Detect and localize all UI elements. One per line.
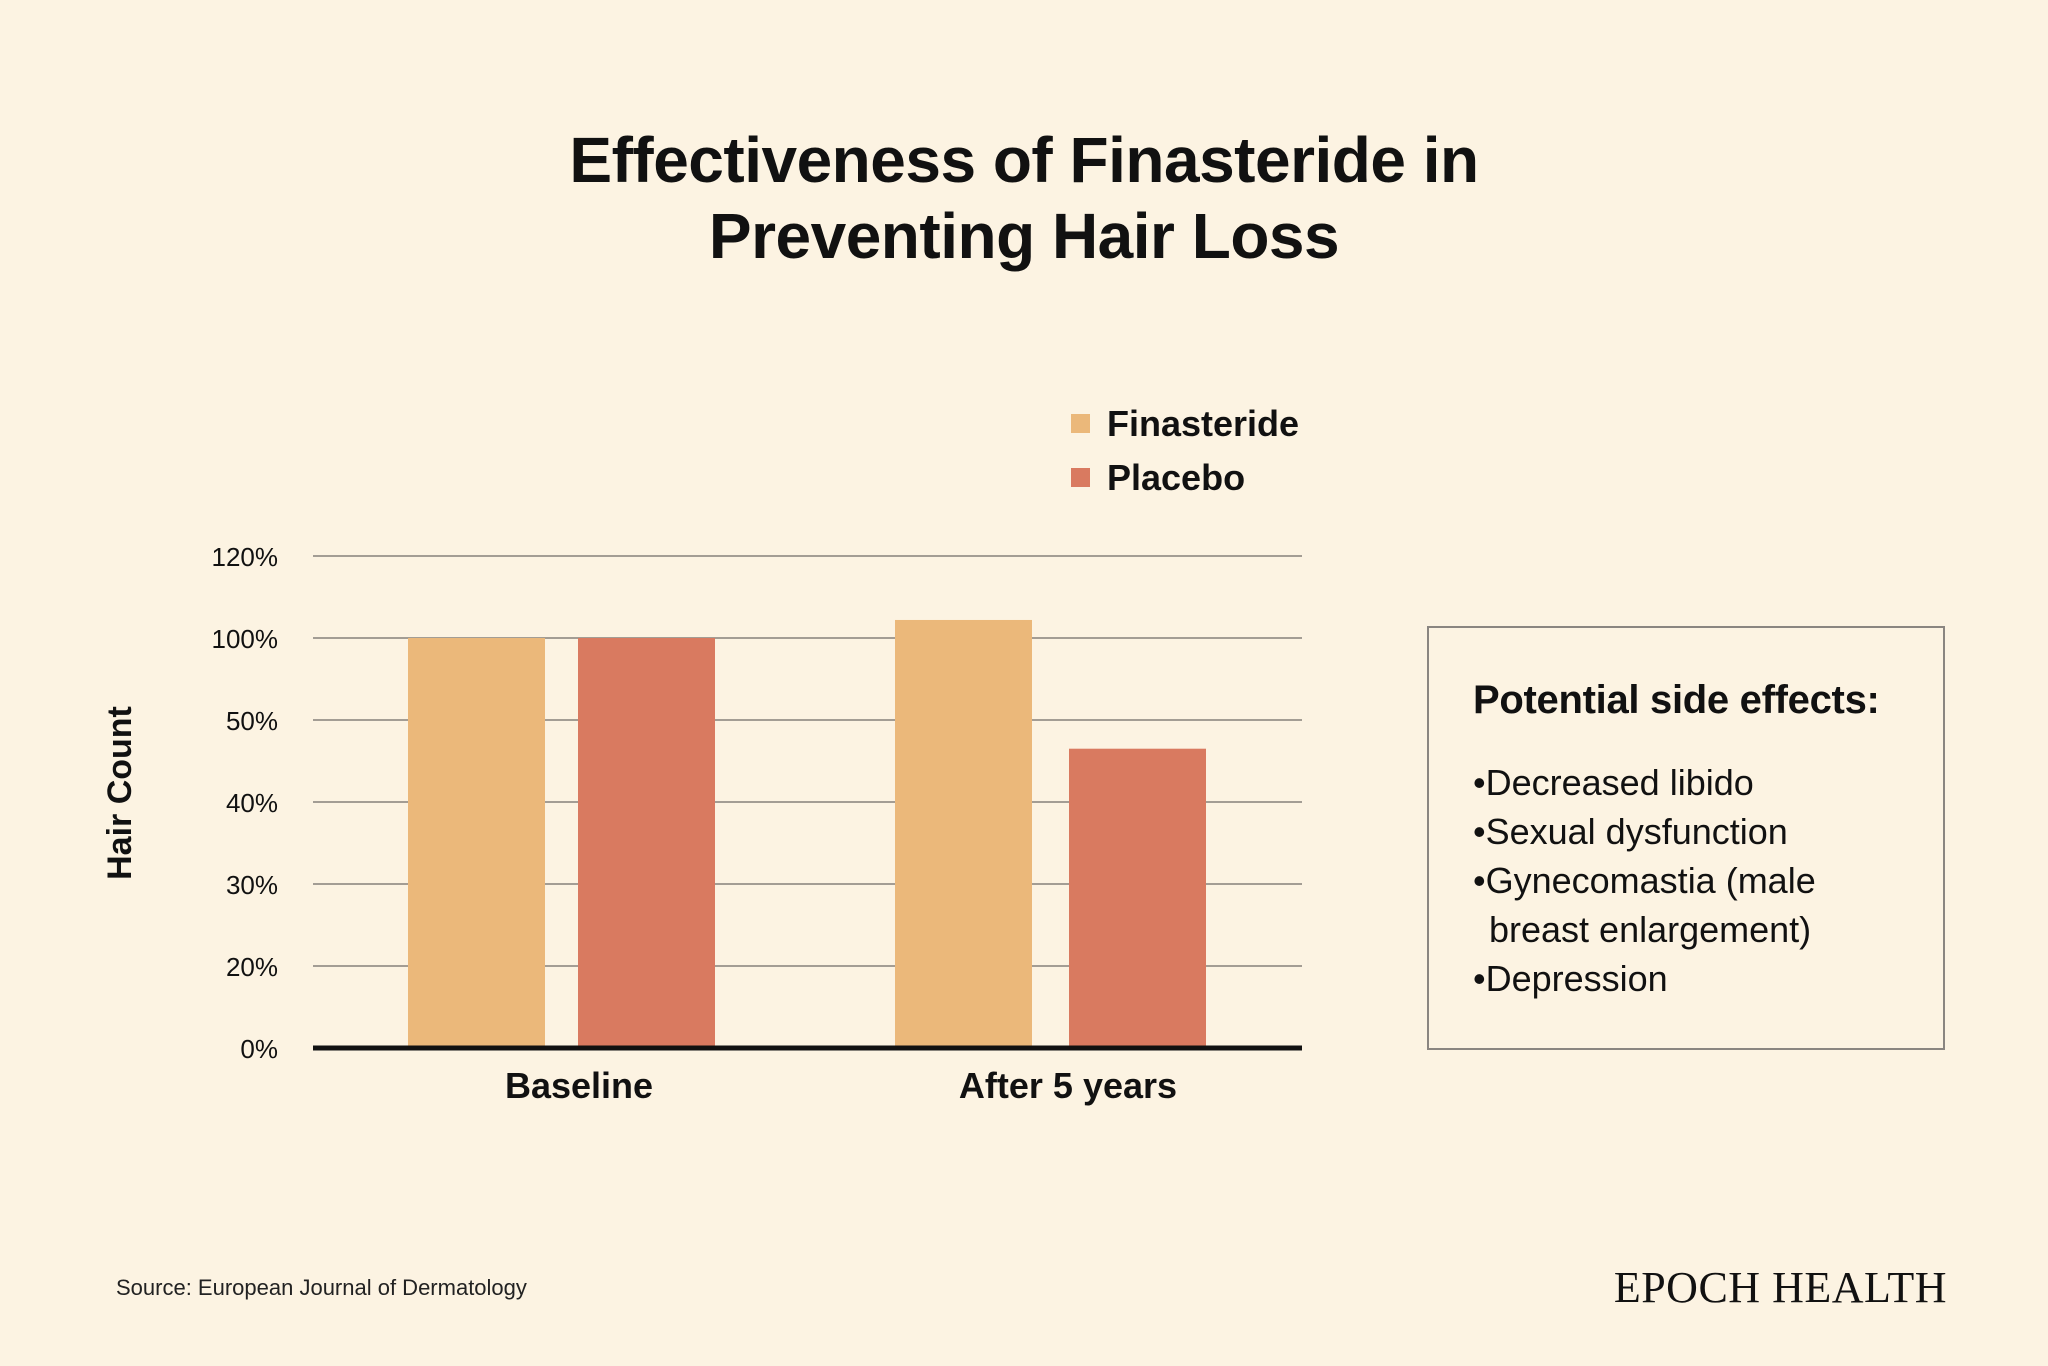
chart-title-line-2: Preventing Hair Loss [708,200,1340,272]
brand-logo: EPOCH HEALTH [1613,1263,1947,1312]
legend-swatch-placebo [1071,468,1090,487]
bars [408,619,1206,1048]
x-tick-label: After 5 years [959,1065,1177,1106]
y-tick-label: 20% [226,952,278,982]
y-axis-label: Hair Count [101,706,139,880]
y-tick-label: 120% [212,542,279,572]
bar-finasteride-2 [895,619,1032,1048]
bar-placebo-1 [578,638,715,1048]
chart-title: Effectiveness of Finasteride in Preventi… [0,122,2048,274]
side-effect-item: Sexual dysfunction [1473,807,1913,856]
chart-title-line-1: Effectiveness of Finasteride in [569,124,1479,196]
side-effects-heading: Potential side effects: [1473,678,1880,722]
y-tick-label: 30% [226,870,278,900]
x-tick-label: Baseline [505,1065,653,1106]
y-tick-label: 100% [212,624,279,654]
bar-placebo-2 [1069,748,1206,1048]
side-effect-item: Decreased libido [1473,758,1913,807]
source-note: Source: European Journal of Dermatology [116,1275,527,1300]
bar-finasteride-1 [408,638,545,1048]
legend-swatch-finasteride [1071,414,1090,433]
legend: Finasteride Placebo [1071,403,1299,498]
y-tick-label: 40% [226,788,278,818]
x-tick-labels: Baseline After 5 years [505,1065,1177,1106]
y-tick-labels: 0% 20% 30% 40% 50% 100% 120% [212,542,279,1064]
side-effect-item: Depression [1473,954,1913,1003]
y-tick-label: 0% [240,1034,278,1064]
legend-label-finasteride: Finasteride [1107,403,1299,444]
side-effects-list: Decreased libido Sexual dysfunction Gyne… [1473,758,1913,1003]
legend-label-placebo: Placebo [1107,457,1245,498]
y-tick-label: 50% [226,706,278,736]
side-effect-item: Gynecomastia (male breast enlargement) [1473,856,1913,954]
side-effects-box: Potential side effects: Decreased libido… [1427,626,1945,1050]
